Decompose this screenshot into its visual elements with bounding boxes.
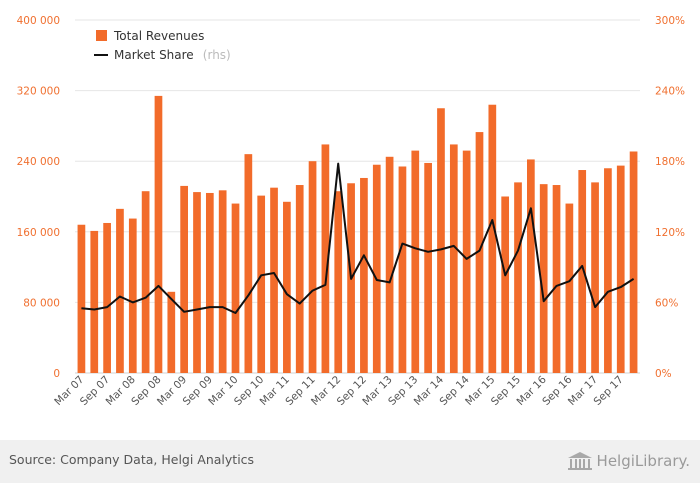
revenue-bar xyxy=(205,192,214,373)
left-axis-labels: 0 80 000 160 000 240 000 320 000 400 000 xyxy=(17,15,60,380)
left-axis-tick-label: 400 000 xyxy=(17,15,60,27)
revenue-bar xyxy=(360,177,368,373)
revenue-bar xyxy=(193,192,201,373)
revenue-bar xyxy=(539,184,548,373)
right-axis-tick-label: 300% xyxy=(655,15,685,27)
revenue-bar xyxy=(488,104,497,373)
left-axis-tick-label: 320 000 xyxy=(17,86,60,98)
revenue-bars xyxy=(77,95,638,374)
revenue-bar xyxy=(283,201,291,373)
revenue-bar xyxy=(128,218,137,373)
right-axis-tick-label: 0% xyxy=(655,368,672,380)
revenue-bar xyxy=(167,291,176,373)
revenue-bar xyxy=(604,168,612,373)
revenue-bar xyxy=(90,230,99,373)
left-axis-tick-label: 160 000 xyxy=(17,227,60,239)
revenue-bar xyxy=(154,95,163,374)
source-note: Source: Company Data, Helgi Analytics xyxy=(9,452,255,467)
revenue-bar xyxy=(257,195,266,373)
revenue-bar xyxy=(334,191,343,373)
revenue-bar xyxy=(116,208,124,373)
right-axis-labels: 0% 60% 120% 180% 240% 300% xyxy=(655,15,685,380)
revenue-bar xyxy=(372,164,381,373)
revenue-bar xyxy=(180,185,188,373)
revenue-bar xyxy=(295,185,304,373)
revenue-bar xyxy=(629,151,638,373)
revenue-bar xyxy=(398,166,407,373)
legend-label-market-share: Market Share (rhs) xyxy=(114,44,231,63)
helgi-library-logo: HelgiLibrary. xyxy=(567,449,690,473)
right-axis-tick-label: 120% xyxy=(655,227,685,239)
revenue-bar xyxy=(501,196,510,373)
revenue-bar xyxy=(385,156,394,373)
logo-text: HelgiLibrary. xyxy=(596,452,690,470)
revenue-bar xyxy=(321,144,330,373)
revenue-bar xyxy=(514,182,522,373)
right-axis-tick-label: 60% xyxy=(655,297,678,309)
revenue-bar xyxy=(449,144,458,373)
revenue-bar xyxy=(103,222,111,373)
revenue-bar xyxy=(218,190,227,373)
revenue-bar xyxy=(141,191,150,373)
revenue-bar xyxy=(527,159,535,373)
legend-swatch-revenues xyxy=(96,30,107,41)
revenue-bar xyxy=(565,203,574,373)
revenue-bar xyxy=(616,165,625,373)
revenue-bar xyxy=(411,150,420,373)
legend: Total Revenues Market Share (rhs) xyxy=(94,29,231,63)
revenue-bar xyxy=(77,224,86,373)
legend-label-rhs-note: (rhs) xyxy=(203,48,231,62)
revenue-bar xyxy=(437,108,445,373)
right-axis-tick-label: 180% xyxy=(655,156,685,168)
library-building-icon xyxy=(567,452,592,470)
left-axis-tick-label: 0 xyxy=(53,368,60,380)
revenue-bar xyxy=(308,161,317,373)
market-share-line-group xyxy=(81,162,635,314)
legend-label-market-share-text: Market Share xyxy=(114,48,194,62)
chart: 0 80 000 160 000 240 000 320 000 400 000 0% 60… xyxy=(17,15,685,408)
left-axis-tick-label: 240 000 xyxy=(17,156,60,168)
revenue-bar xyxy=(591,182,599,373)
left-axis-tick-label: 80 000 xyxy=(23,297,60,309)
revenue-bar xyxy=(270,187,278,373)
revenue-bar xyxy=(578,170,587,373)
revenue-bar xyxy=(552,185,561,373)
legend-label-revenues: Total Revenues xyxy=(113,29,204,43)
revenue-bar xyxy=(475,132,484,373)
market-share-line xyxy=(81,162,635,314)
footer: Source: Company Data, Helgi Analytics He… xyxy=(0,440,700,483)
revenue-bar xyxy=(424,162,432,373)
revenue-bar xyxy=(231,203,240,373)
revenue-bar xyxy=(244,154,253,373)
right-axis-tick-label: 240% xyxy=(655,86,685,98)
revenue-bar xyxy=(462,150,471,373)
